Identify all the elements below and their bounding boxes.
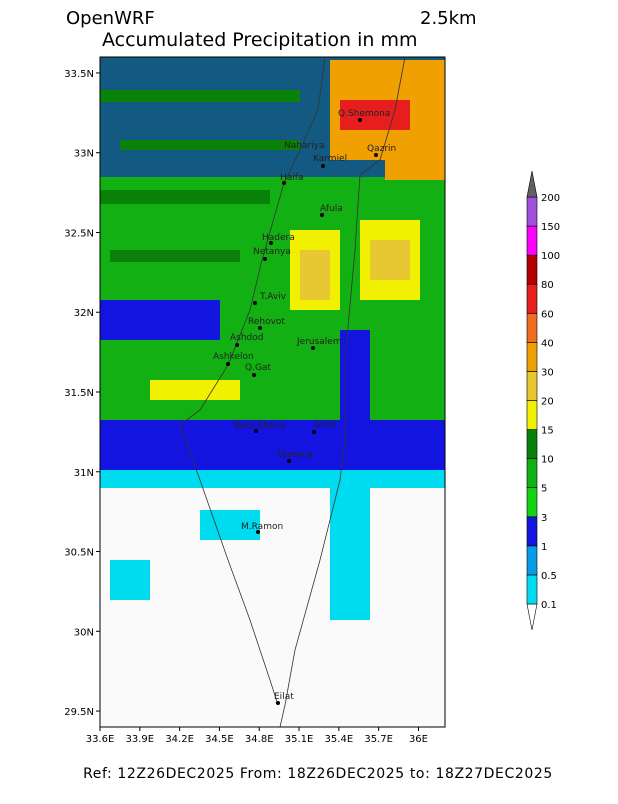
city-label: T.Aviv xyxy=(259,292,287,302)
colorbar-box xyxy=(526,312,538,343)
city-dot xyxy=(374,153,378,157)
city-dot xyxy=(226,362,230,366)
city-dot xyxy=(321,164,325,168)
city-dot xyxy=(358,118,362,122)
colorbar-box xyxy=(526,574,538,605)
colorbar-over xyxy=(526,170,538,198)
city-dot xyxy=(311,346,315,350)
colorbar-label: 5 xyxy=(541,484,547,495)
x-tick-label: 35.7E xyxy=(364,734,393,745)
city-label: Ashdod xyxy=(230,333,263,343)
x-tick-label: 33.9E xyxy=(126,734,155,745)
x-tick-label: 34.5E xyxy=(205,734,234,745)
coastline xyxy=(179,56,326,706)
y-tick-label: 32.5N xyxy=(64,228,94,239)
city-label: Haifa xyxy=(280,173,303,183)
city-label: Dimona xyxy=(278,450,313,460)
title: Accumulated Precipitation in mm xyxy=(102,29,418,51)
colorbar-box xyxy=(526,545,538,576)
city-dot xyxy=(276,701,280,705)
city-label: Nahariya xyxy=(284,141,325,151)
colorbar-label: 20 xyxy=(541,397,554,408)
precip-field xyxy=(100,57,445,727)
colorbar-box xyxy=(526,487,538,518)
city-label: Karmiel xyxy=(313,154,347,164)
city-dot xyxy=(287,459,291,463)
border xyxy=(279,56,406,728)
resolution: 2.5km xyxy=(420,8,477,29)
city-dot xyxy=(235,343,239,347)
colorbar-under xyxy=(526,603,538,631)
colorbar-box xyxy=(526,196,538,227)
y-tick-label: 31N xyxy=(74,468,94,479)
x-tick-label: 34.8E xyxy=(245,734,274,745)
city-dot xyxy=(320,213,324,217)
colorbar-label: 40 xyxy=(541,338,554,349)
x-tick-label: 36E xyxy=(409,734,428,745)
colorbar-label: 60 xyxy=(541,309,554,320)
colorbar-label: 150 xyxy=(541,222,560,233)
city-dot xyxy=(258,326,262,330)
y-tick-label: 30N xyxy=(74,627,94,638)
city-label: Netanya xyxy=(253,247,291,257)
x-tick-label: 35.4E xyxy=(325,734,354,745)
y-tick-label: 33.5N xyxy=(64,69,94,80)
x-tick-label: 33.6E xyxy=(86,734,115,745)
x-tick-label: 35.1E xyxy=(285,734,314,745)
colorbar-box xyxy=(526,283,538,314)
colorbar-label: 1 xyxy=(541,542,547,553)
colorbar-label: 10 xyxy=(541,455,554,466)
colorbar-label: 0.1 xyxy=(541,600,557,611)
colorbar-box xyxy=(526,400,538,430)
city-dot xyxy=(269,241,273,245)
colorbar-label: 0.5 xyxy=(541,571,557,582)
city-dot xyxy=(252,373,256,377)
y-tick-label: 30.5N xyxy=(64,548,94,559)
city-label: M.Ramon xyxy=(241,522,283,532)
city-dot xyxy=(256,530,260,534)
y-tick-label: 31.5N xyxy=(64,388,94,399)
city-dot xyxy=(253,301,257,305)
x-tick-label: 34.2E xyxy=(165,734,194,745)
colorbar-label: 15 xyxy=(541,426,554,437)
colorbar-box xyxy=(526,254,538,285)
colorbar-box xyxy=(526,225,538,256)
city-label: Beer-Sheva xyxy=(234,421,285,431)
y-tick-label: 33N xyxy=(74,149,94,160)
colorbar-box xyxy=(526,458,538,489)
city-label: Eilat xyxy=(274,692,294,702)
y-tick-label: 29.5N xyxy=(64,707,94,718)
colorbar-label: 100 xyxy=(541,251,560,262)
city-label: Q.Gat xyxy=(245,363,271,373)
city-label: Q.Shemona xyxy=(338,109,390,119)
city-label: Hadera xyxy=(262,233,295,243)
colorbar-box xyxy=(526,516,538,547)
cities: Q.Shemona Nahariya Karmiel Qazrin Haifa … xyxy=(213,109,396,705)
colorbar-box xyxy=(526,342,538,372)
city-label: Qazrin xyxy=(367,144,396,154)
city-label: Ashkelon xyxy=(213,352,254,362)
city-dot xyxy=(282,181,286,185)
model: OpenWRF xyxy=(66,8,155,29)
city-dot xyxy=(263,257,267,261)
city-label: Jerusalem xyxy=(296,337,342,347)
city-dot xyxy=(254,429,258,433)
colorbar-box xyxy=(526,371,538,401)
colorbar-label: 30 xyxy=(541,367,554,378)
city-label: Arad xyxy=(314,420,335,430)
colorbar-label: 200 xyxy=(541,193,560,204)
colorbar-label: 3 xyxy=(541,513,547,524)
colorbar-box xyxy=(526,429,538,459)
city-dot xyxy=(312,430,316,434)
y-tick-label: 32N xyxy=(74,308,94,319)
city-label: Rehovot xyxy=(248,317,285,327)
colorbar-label: 80 xyxy=(541,280,554,291)
footer-ref: Ref: 12Z26DEC2025 From: 18Z26DEC2025 to:… xyxy=(83,766,553,782)
city-label: Afula xyxy=(320,204,343,214)
